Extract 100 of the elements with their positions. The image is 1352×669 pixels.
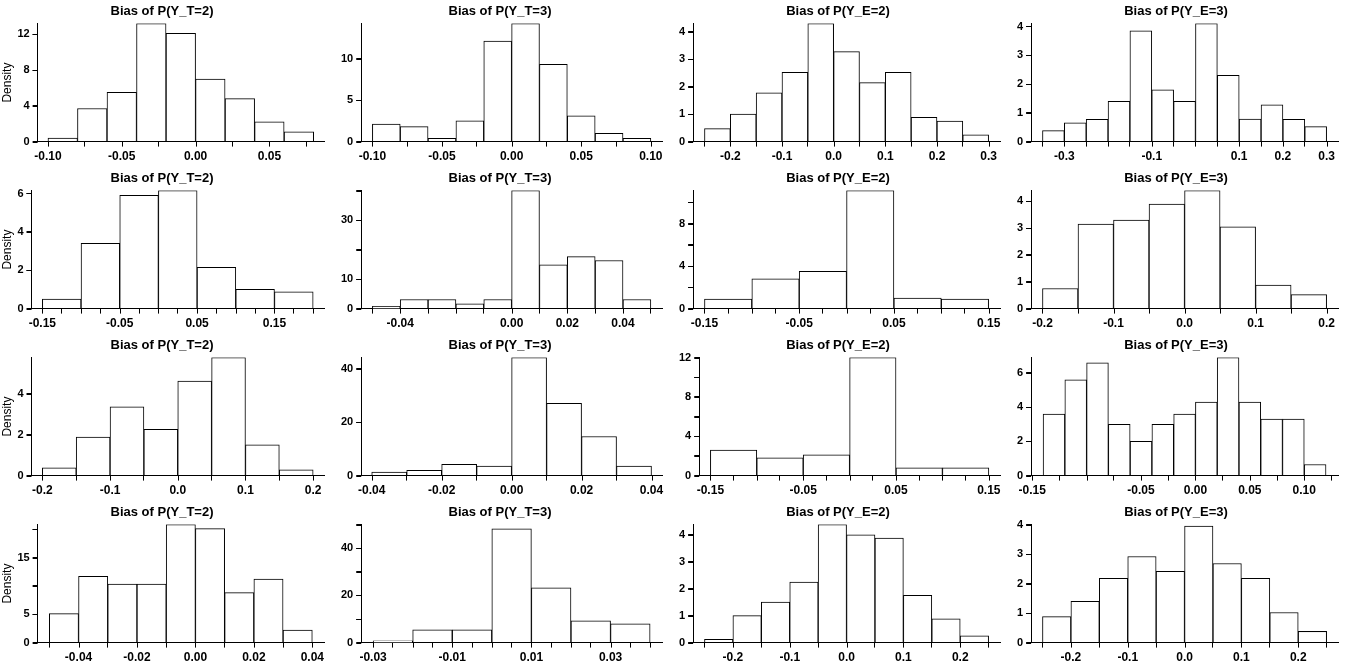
- x-tick-label: -0.02: [123, 650, 151, 665]
- y-tick-label: 2: [1016, 576, 1024, 589]
- x-tick-label: 0.0: [825, 149, 843, 164]
- x-tick-label: 0.02: [569, 483, 594, 498]
- y-tick-label: 2: [1016, 247, 1024, 260]
- x-tick-label: 0.05: [1238, 483, 1262, 498]
- x-tick-label: -0.2: [32, 483, 54, 498]
- x-tick-label: 0.03: [598, 650, 623, 665]
- y-tick-label: 1: [1016, 274, 1024, 287]
- y-tick-label: 2: [678, 79, 686, 92]
- x-tick-label: -0.2: [1060, 650, 1082, 665]
- chart-title: Bias of P(Y_E=3): [1124, 3, 1228, 19]
- y-tick-label: 2: [678, 581, 686, 594]
- x-tick-label: -0.2: [1032, 316, 1054, 331]
- y-tick-label: 0: [1016, 301, 1024, 314]
- x-tick-label: 0.00: [1183, 483, 1208, 498]
- x-tick-label: -0.05: [106, 316, 134, 331]
- y-tick-label: 0: [347, 301, 354, 314]
- y-tick-label: 0: [17, 468, 24, 481]
- chart-title: Bias of P(Y_E=2): [786, 337, 890, 353]
- y-tick-label: 20: [340, 588, 354, 601]
- chart-title: Bias of P(Y_T=3): [448, 337, 552, 353]
- x-tick-label: -0.02: [427, 483, 456, 498]
- x-tick-label: 0.15: [262, 316, 287, 331]
- x-tick-label: -0.1: [1141, 149, 1163, 164]
- x-tick-label: 0.2: [1318, 316, 1336, 331]
- y-tick-label: 4: [1016, 194, 1024, 207]
- y-tick-label: 0: [23, 635, 30, 648]
- y-tick-label: 8: [23, 63, 30, 76]
- x-tick-label: 0.02: [242, 650, 266, 665]
- x-tick-label: 0.2: [1274, 149, 1292, 164]
- y-tick-label: 0: [347, 635, 354, 648]
- x-tick-label: -0.05: [108, 149, 136, 164]
- y-tick-label: 1: [678, 107, 686, 120]
- x-tick-label: -0.10: [358, 149, 387, 164]
- x-tick-label: 0.1: [237, 483, 255, 498]
- x-tick-label: 0.02: [555, 316, 580, 331]
- x-tick-label: -0.1: [1117, 650, 1139, 665]
- y-tick-label: 1: [678, 608, 686, 621]
- x-tick-label: -0.3: [1054, 149, 1075, 164]
- chart-title: Bias of P(Y_T=2): [110, 3, 214, 19]
- chart-title: Bias of P(Y_E=2): [786, 170, 890, 186]
- x-tick-label: -0.04: [386, 316, 415, 331]
- x-tick-label: -0.03: [359, 650, 388, 665]
- y-tick-label: 5: [347, 93, 354, 106]
- x-tick-label: 0.04: [611, 316, 636, 331]
- y-tick-label: 8: [678, 216, 686, 229]
- chart-title: Bias of P(Y_T=3): [448, 504, 552, 520]
- x-tick-label: 0.04: [639, 483, 664, 498]
- chart-title: Bias of P(Y_E=3): [1124, 170, 1228, 186]
- x-tick-label: -0.15: [1018, 483, 1047, 498]
- x-tick-label: -0.05: [428, 149, 456, 164]
- y-tick-label: 15: [17, 550, 30, 563]
- y-tick-label: 8: [685, 389, 692, 402]
- y-tick-label: 6: [1016, 366, 1024, 379]
- y-tick-label: 4: [1016, 517, 1024, 530]
- x-tick-label: -0.04: [64, 650, 93, 665]
- y-tick-label: 10: [340, 51, 354, 64]
- x-tick-label: 0.05: [884, 483, 909, 498]
- y-tick-label: 4: [1016, 19, 1024, 32]
- y-tick-label: 2: [1016, 77, 1024, 90]
- y-tick-label: 3: [1016, 48, 1024, 61]
- x-tick-label: 0.0: [838, 650, 856, 665]
- y-tick-label: 12: [17, 27, 30, 40]
- x-tick-label: 0.05: [257, 149, 282, 164]
- y-tick-label: 40: [340, 541, 354, 554]
- y-tick-label: 5: [23, 607, 30, 620]
- y-axis-title: Density: [0, 229, 14, 270]
- x-tick-label: 0.00: [183, 149, 208, 164]
- x-tick-label: -0.10: [34, 149, 62, 164]
- x-tick-label: 0.0: [1176, 316, 1194, 331]
- chart-title: Bias of P(Y_T=3): [448, 3, 552, 19]
- y-tick-label: 30: [340, 213, 354, 226]
- chart-title: Bias of P(Y_T=2): [110, 504, 214, 520]
- x-tick-label: -0.2: [722, 650, 744, 665]
- y-axis-title: Density: [0, 62, 14, 103]
- x-tick-label: 0.0: [1176, 650, 1194, 665]
- y-tick-label: 0: [678, 301, 686, 314]
- y-tick-label: 1: [1016, 105, 1024, 118]
- x-tick-label: 0.0: [169, 483, 187, 498]
- y-tick-label: 12: [678, 350, 692, 363]
- y-tick-label: 40: [340, 361, 354, 374]
- x-tick-label: -0.15: [696, 483, 725, 498]
- x-tick-label: -0.1: [1103, 316, 1125, 331]
- y-tick-label: 0: [678, 635, 686, 648]
- x-tick-label: 0.00: [499, 316, 524, 331]
- y-tick-label: 4: [23, 98, 31, 111]
- y-tick-label: 4: [685, 429, 693, 442]
- y-axis-title: Density: [0, 396, 14, 437]
- y-tick-label: 0: [23, 134, 30, 147]
- chart-title: Bias of P(Y_T=2): [110, 170, 214, 186]
- y-tick-label: 4: [678, 24, 686, 37]
- x-tick-label: 0.00: [499, 483, 524, 498]
- chart-title: Bias of P(Y_E=3): [1124, 337, 1228, 353]
- x-tick-label: 0.1: [1230, 149, 1248, 164]
- x-tick-label: -0.05: [789, 483, 818, 498]
- y-tick-label: 0: [1016, 635, 1024, 648]
- y-axis-title: Density: [0, 563, 14, 604]
- y-tick-label: 4: [1016, 400, 1024, 413]
- x-tick-label: 0.2: [951, 650, 969, 665]
